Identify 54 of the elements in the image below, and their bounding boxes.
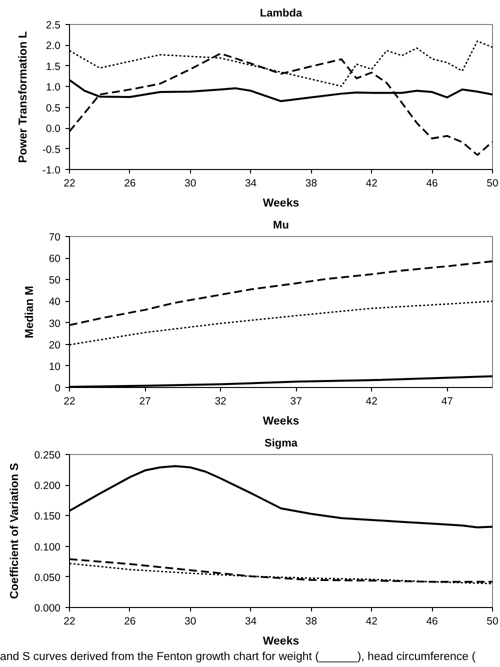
y-tick-label: 0.100 bbox=[34, 541, 61, 554]
y-tick-label: 0.050 bbox=[34, 572, 61, 584]
y-tick-label: -1.0 bbox=[42, 164, 61, 176]
x-axis-title: Weeks bbox=[262, 198, 300, 210]
chart-title: Mu bbox=[273, 220, 289, 232]
y-tick-label: 20 bbox=[48, 339, 61, 352]
x-tick-label: 32 bbox=[214, 396, 227, 408]
x-tick-label: 46 bbox=[426, 178, 438, 190]
y-tick-label: 0.000 bbox=[34, 602, 61, 614]
x-tick-label: 34 bbox=[244, 616, 257, 628]
x-tick-label: 30 bbox=[184, 178, 196, 190]
x-tick-label: 38 bbox=[305, 178, 318, 190]
chart-title: Sigma bbox=[264, 438, 298, 450]
x-axis-title: Weeks bbox=[262, 636, 300, 648]
y-tick-label: -0.5 bbox=[42, 144, 61, 156]
x-tick-label: 22 bbox=[64, 396, 76, 408]
y-tick-label: 0.0 bbox=[46, 123, 61, 136]
x-tick-label: 26 bbox=[124, 178, 136, 190]
x-tick-label: 27 bbox=[139, 396, 152, 408]
x-tick-label: 22 bbox=[64, 616, 76, 628]
x-tick-label: 34 bbox=[244, 178, 257, 190]
y-tick-label: 1.0 bbox=[46, 82, 61, 94]
x-tick-label: 47 bbox=[441, 396, 454, 408]
x-tick-label: 38 bbox=[305, 616, 318, 628]
y-tick-label: 0.5 bbox=[46, 102, 61, 114]
x-tick-label: 42 bbox=[366, 178, 378, 190]
x-tick-label: 22 bbox=[64, 178, 76, 190]
y-tick-label: 40 bbox=[48, 296, 61, 308]
x-axis-title: Weeks bbox=[262, 416, 300, 428]
x-tick-label: 42 bbox=[366, 396, 378, 408]
y-tick-label: 1.5 bbox=[46, 60, 61, 73]
y-axis-title: Coefficient of Variation S bbox=[9, 462, 22, 600]
y-axis-title: Power Transformation L bbox=[17, 31, 30, 163]
y-tick-label: 2.0 bbox=[46, 40, 61, 52]
y-tick-label: 0.150 bbox=[34, 510, 61, 523]
chart-title: Lambda bbox=[260, 8, 303, 20]
y-tick-label: 0.250 bbox=[34, 450, 61, 462]
y-tick-label: 2.5 bbox=[46, 20, 61, 32]
y-tick-label: 0.200 bbox=[34, 480, 61, 492]
x-tick-label: 50 bbox=[486, 178, 498, 190]
y-tick-label: 0 bbox=[54, 382, 61, 394]
x-tick-label: 42 bbox=[366, 616, 378, 628]
y-axis-title: Median M bbox=[24, 286, 36, 338]
y-tick-label: 70 bbox=[48, 232, 61, 244]
x-tick-label: 46 bbox=[426, 616, 438, 628]
y-tick-label: 10 bbox=[48, 360, 61, 373]
x-tick-label: 26 bbox=[124, 616, 136, 628]
x-tick-label: 30 bbox=[184, 616, 196, 628]
y-tick-label: 50 bbox=[48, 274, 61, 287]
text: and S curves derived from the Fenton growth chart for weight (______), head circumference ( bbox=[0, 650, 476, 665]
x-tick-label: 37 bbox=[290, 396, 302, 408]
y-tick-label: 30 bbox=[48, 318, 61, 330]
x-tick-label: 50 bbox=[486, 616, 498, 628]
y-tick-label: 60 bbox=[48, 253, 61, 266]
